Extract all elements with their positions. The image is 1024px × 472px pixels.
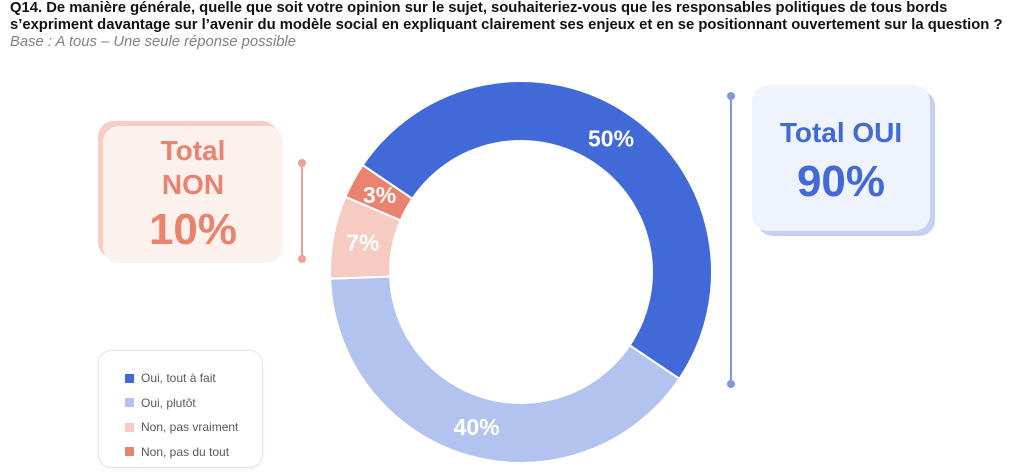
legend-item-non-pas-vraiment: Non, pas vraiment	[99, 415, 262, 440]
legend-swatch	[125, 447, 134, 457]
total-non-label-line-1: Total	[160, 135, 226, 166]
chart-subtitle: Base : A tous – Une seule réponse possib…	[10, 34, 296, 50]
total-oui-bracket-dot-top	[727, 92, 735, 100]
legend-item-oui-tout-a-fait: Oui, tout à fait	[99, 366, 262, 391]
donut-slice-non-pas-du-tout	[344, 163, 414, 222]
total-oui-box: Total OUI 90%	[752, 85, 930, 231]
data-label-non-pas-du-tout: 3%	[363, 182, 396, 208]
donut-data-labels: 50% 40% 7% 3%	[346, 126, 634, 440]
data-label-oui-tout-a-fait: 50%	[588, 126, 634, 152]
legend-label: Oui, tout à fait	[141, 371, 216, 386]
donut-slices	[329, 80, 713, 464]
legend-label: Non, pas du tout	[141, 444, 230, 459]
donut-slice-oui-plutot	[329, 275, 681, 464]
total-non-box: Total NON 10%	[103, 126, 283, 263]
total-non-label-line-2: NON	[161, 169, 225, 200]
legend-swatch	[125, 373, 134, 383]
chart-title: Q14. De manière générale, quelle que soi…	[10, 0, 1003, 34]
data-label-non-pas-vraiment: 7%	[346, 229, 379, 255]
chart-title-line-1: Q14. De manière générale, quelle que soi…	[10, 0, 948, 16]
data-label-oui-plutot: 40%	[454, 414, 500, 440]
total-oui-label: Total OUI	[779, 117, 903, 148]
legend-swatch	[125, 398, 134, 408]
legend-label: Oui, plutôt	[141, 395, 196, 410]
total-oui-bracket	[727, 92, 735, 388]
total-non-bracket	[298, 159, 306, 263]
legend-item-non-pas-du-tout: Non, pas du tout	[99, 440, 262, 465]
total-non-bracket-dot-bottom	[298, 255, 306, 263]
total-non-bracket-dot-top	[298, 159, 306, 167]
total-oui-bracket-dot-bottom	[727, 380, 735, 388]
total-oui-value: 90%	[796, 157, 886, 206]
legend-item-oui-plutot: Oui, plutôt	[99, 391, 262, 416]
total-non-value: 10%	[148, 205, 238, 254]
legend: Oui, tout à fait Oui, plutôt Non, pas vr…	[98, 350, 263, 468]
chart-title-line-2: s’expriment davantage sur l’avenir du mo…	[10, 17, 1003, 33]
donut-slice-oui-tout-a-fait	[361, 80, 713, 381]
legend-label: Non, pas vraiment	[141, 420, 239, 435]
legend-swatch	[125, 422, 134, 432]
